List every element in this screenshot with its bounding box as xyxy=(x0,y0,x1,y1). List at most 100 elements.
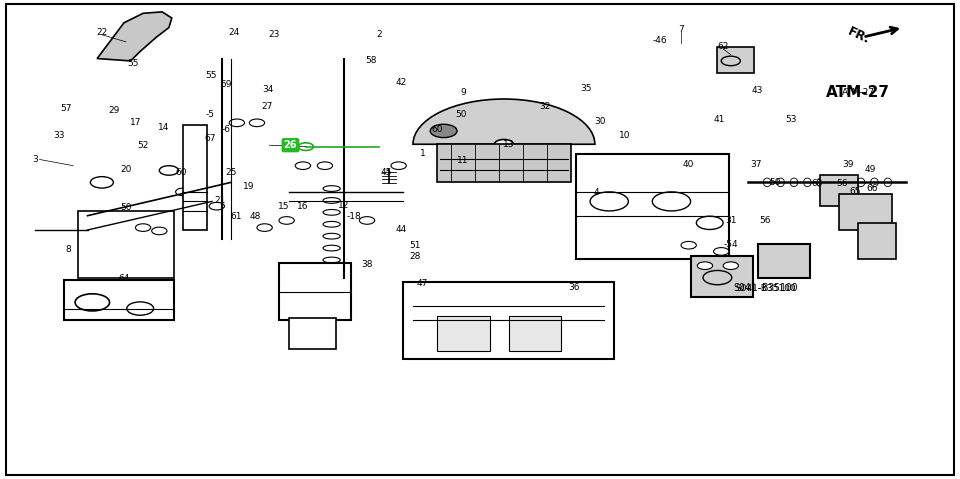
Text: 38: 38 xyxy=(361,260,372,269)
Text: 50: 50 xyxy=(455,110,467,119)
Bar xyxy=(279,263,350,320)
Text: 1: 1 xyxy=(420,149,425,158)
Text: 41: 41 xyxy=(713,114,725,124)
Text: 34: 34 xyxy=(262,85,274,94)
Text: 8: 8 xyxy=(65,244,71,253)
Text: 44: 44 xyxy=(396,226,407,235)
Text: -18: -18 xyxy=(347,212,361,221)
Text: 31: 31 xyxy=(725,216,736,225)
Bar xyxy=(757,244,810,278)
Text: 60: 60 xyxy=(176,168,187,177)
Circle shape xyxy=(257,224,273,231)
Text: 62: 62 xyxy=(717,42,729,51)
Text: 43: 43 xyxy=(752,86,763,95)
Text: 58: 58 xyxy=(365,57,376,66)
Text: 60: 60 xyxy=(431,125,443,135)
Text: 22: 22 xyxy=(96,28,108,37)
Circle shape xyxy=(359,217,374,224)
Text: 42: 42 xyxy=(396,78,407,87)
Circle shape xyxy=(135,224,151,231)
Text: 63: 63 xyxy=(811,179,823,188)
Text: ATM-27: ATM-27 xyxy=(842,88,875,97)
Text: 32: 32 xyxy=(540,102,551,111)
Text: 9: 9 xyxy=(460,88,466,97)
Text: 25: 25 xyxy=(226,168,237,177)
Text: 33: 33 xyxy=(53,131,64,140)
Bar xyxy=(63,280,174,320)
Circle shape xyxy=(713,248,729,255)
Text: 39: 39 xyxy=(842,160,853,169)
Text: ATM-27: ATM-27 xyxy=(827,85,890,100)
Circle shape xyxy=(697,262,712,270)
Text: 26: 26 xyxy=(284,140,298,150)
Text: 66: 66 xyxy=(867,183,878,193)
Text: 23: 23 xyxy=(269,30,280,39)
Text: 10: 10 xyxy=(619,131,631,140)
Text: S041-B35100: S041-B35100 xyxy=(732,283,798,293)
Circle shape xyxy=(430,124,457,137)
Circle shape xyxy=(723,262,738,270)
Text: 40: 40 xyxy=(683,160,694,169)
Circle shape xyxy=(279,217,295,224)
Bar xyxy=(437,144,571,182)
Text: 37: 37 xyxy=(750,160,761,169)
Bar xyxy=(839,194,892,230)
Bar xyxy=(717,46,754,73)
Circle shape xyxy=(391,162,406,170)
Text: -46: -46 xyxy=(653,36,667,45)
Bar xyxy=(437,316,490,352)
Text: 50: 50 xyxy=(769,178,780,187)
Text: 55: 55 xyxy=(205,71,217,80)
Text: 65: 65 xyxy=(850,187,861,196)
Polygon shape xyxy=(97,12,172,61)
Text: 35: 35 xyxy=(581,83,592,92)
Text: 14: 14 xyxy=(158,123,170,132)
Text: 16: 16 xyxy=(298,202,309,211)
Text: 30: 30 xyxy=(594,117,606,126)
Text: 59: 59 xyxy=(221,80,232,89)
Text: 15: 15 xyxy=(278,202,290,211)
Bar xyxy=(78,211,174,278)
Text: -5: -5 xyxy=(205,110,215,119)
Bar xyxy=(820,175,858,206)
Text: 56: 56 xyxy=(836,179,848,188)
Text: 53: 53 xyxy=(785,115,797,124)
Bar xyxy=(183,125,207,230)
Circle shape xyxy=(681,241,696,249)
Text: 12: 12 xyxy=(338,201,349,210)
Bar xyxy=(403,282,614,359)
Text: 19: 19 xyxy=(243,182,254,191)
Circle shape xyxy=(250,119,265,126)
Circle shape xyxy=(152,227,167,235)
Circle shape xyxy=(299,143,314,150)
Bar xyxy=(576,154,729,259)
Text: 17: 17 xyxy=(130,118,141,127)
Text: 67: 67 xyxy=(204,134,216,143)
Text: 21: 21 xyxy=(214,196,226,205)
Text: 57: 57 xyxy=(60,104,72,113)
Text: 50: 50 xyxy=(120,203,132,212)
Text: -6: -6 xyxy=(222,125,230,135)
Text: 7: 7 xyxy=(678,25,684,34)
Circle shape xyxy=(296,162,311,170)
Text: 20: 20 xyxy=(120,164,132,173)
Text: 29: 29 xyxy=(108,106,120,115)
Text: 56: 56 xyxy=(759,216,771,225)
Text: 11: 11 xyxy=(457,157,468,165)
Text: 28: 28 xyxy=(409,251,420,261)
Text: S041-B35100: S041-B35100 xyxy=(735,284,796,293)
Text: 36: 36 xyxy=(568,283,580,292)
Bar xyxy=(858,223,897,259)
Text: 55: 55 xyxy=(128,59,139,68)
Text: 45: 45 xyxy=(380,168,392,177)
Text: 3: 3 xyxy=(32,155,37,164)
Text: 24: 24 xyxy=(228,28,240,37)
Text: 4: 4 xyxy=(594,188,600,197)
Text: 13: 13 xyxy=(503,140,515,149)
Circle shape xyxy=(229,119,245,126)
Text: 61: 61 xyxy=(230,212,242,221)
Text: 48: 48 xyxy=(250,212,261,221)
Text: 2: 2 xyxy=(376,30,382,39)
Text: -54: -54 xyxy=(724,240,738,249)
Text: 52: 52 xyxy=(137,141,149,150)
